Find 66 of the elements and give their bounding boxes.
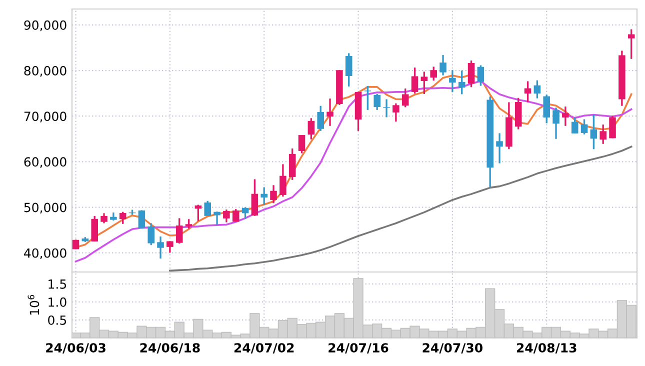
line-series [169,146,632,272]
candlestick [374,93,380,111]
candlestick [534,80,541,100]
candlestick [590,114,598,150]
candlestick [543,94,550,124]
candlestick [138,209,146,230]
candlestick [270,184,277,204]
candlestick [280,163,286,198]
candlestick [223,208,230,224]
candlestick [477,64,484,87]
x-tick-label: 24/08/13 [516,343,576,354]
x-tick-label: 24/07/16 [328,343,388,354]
candlestick [242,206,249,220]
candlestick [609,114,616,140]
candlestick [157,236,164,260]
candlestick [91,215,98,242]
candlestick [458,70,466,96]
y-axis-title: 10$^{6}$ [28,294,40,315]
candlestick [571,116,578,134]
candlestick [214,210,220,226]
y-tick-label: 50,000 [24,202,66,214]
candlestick [251,178,258,217]
candlestick [345,52,352,88]
x-tick-label: 24/07/30 [422,343,482,354]
candlestick [562,106,569,127]
candlestick [100,212,108,224]
candlestick [392,102,400,122]
candlestick [148,222,154,246]
candlestick [119,211,126,225]
y-tick-label: 60,000 [24,157,66,168]
y-tick-label: 1.0 [48,297,66,307]
y-tick-label: 1.5 [48,280,66,289]
x-tick-label: 24/07/02 [234,343,294,354]
candlestick [496,132,503,164]
candlestick [430,66,437,82]
candlestick [260,186,268,206]
candlestick [194,204,202,222]
candlestick [317,105,324,132]
candlestick [232,208,240,222]
candlestick [552,106,560,140]
candlestick [204,200,211,217]
candlestick [420,70,428,95]
candlestick [298,134,306,154]
y-tick-label: 90,000 [24,20,66,32]
candlestick [166,240,174,254]
y-tick-label: 80,000 [24,66,66,77]
candlestick [440,54,446,76]
x-tick-label: 24/06/03 [46,343,106,354]
candlestick [185,218,192,230]
candlestick [176,217,183,244]
y-tick-label: 0.5 [48,315,66,325]
candlestick [600,124,606,145]
candlestick [402,88,409,108]
candlestick [364,85,372,111]
candlestick [288,148,296,181]
candlestick [580,118,588,136]
candlestick [308,117,315,140]
candlestick [411,66,418,94]
candlestick [449,69,456,94]
candlestick [468,60,475,88]
y-tick-label: 70,000 [24,112,66,122]
candlestick [628,28,635,60]
candlestick [524,80,532,104]
candlestick [326,98,334,127]
x-tick-label: 24/06/18 [140,343,200,354]
y-tick-label: 40,000 [24,248,66,260]
